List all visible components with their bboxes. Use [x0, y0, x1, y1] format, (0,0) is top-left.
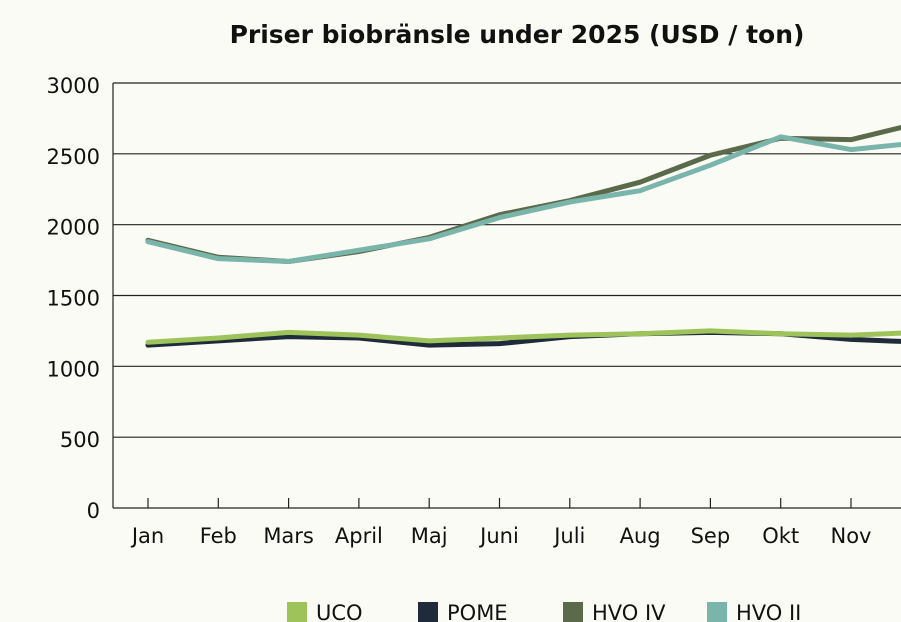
x-tick-label: Feb: [200, 524, 237, 548]
legend-swatch: [563, 602, 583, 622]
x-tick-label: Maj: [411, 524, 448, 548]
y-tick-label: 1000: [47, 357, 100, 381]
x-tick-label: Jan: [130, 524, 164, 548]
y-tick-label: 2500: [47, 145, 100, 169]
x-tick-label: Aug: [620, 524, 661, 548]
series-line: [145, 328, 901, 345]
legend-swatch: [707, 602, 727, 622]
y-tick-label: 500: [60, 428, 100, 452]
chart-title: Priser biobränsle under 2025 (USD / ton): [230, 20, 805, 49]
x-tick-label: Nov: [831, 524, 872, 548]
x-tick-label: Okt: [762, 524, 799, 548]
series-line: [145, 134, 901, 264]
x-tick-label: Mars: [263, 524, 314, 548]
x-tick-label: April: [335, 524, 383, 548]
y-tick-label: 3000: [47, 74, 100, 98]
x-tick-label: Juli: [552, 524, 585, 548]
y-tick-label: 0: [87, 499, 100, 523]
legend-swatch: [287, 602, 307, 622]
x-tick-label: Sep: [691, 524, 731, 548]
series-line: [145, 125, 901, 264]
y-tick-label: 1500: [47, 287, 100, 311]
legend-label: POME: [447, 601, 508, 622]
legend-swatch: [418, 602, 438, 622]
y-tick-label: 2000: [47, 216, 100, 240]
x-tick-label: Juni: [478, 524, 519, 548]
legend-label: UCO: [316, 601, 363, 622]
legend-label: HVO II: [736, 601, 801, 622]
legend-label: HVO IV: [592, 601, 666, 622]
